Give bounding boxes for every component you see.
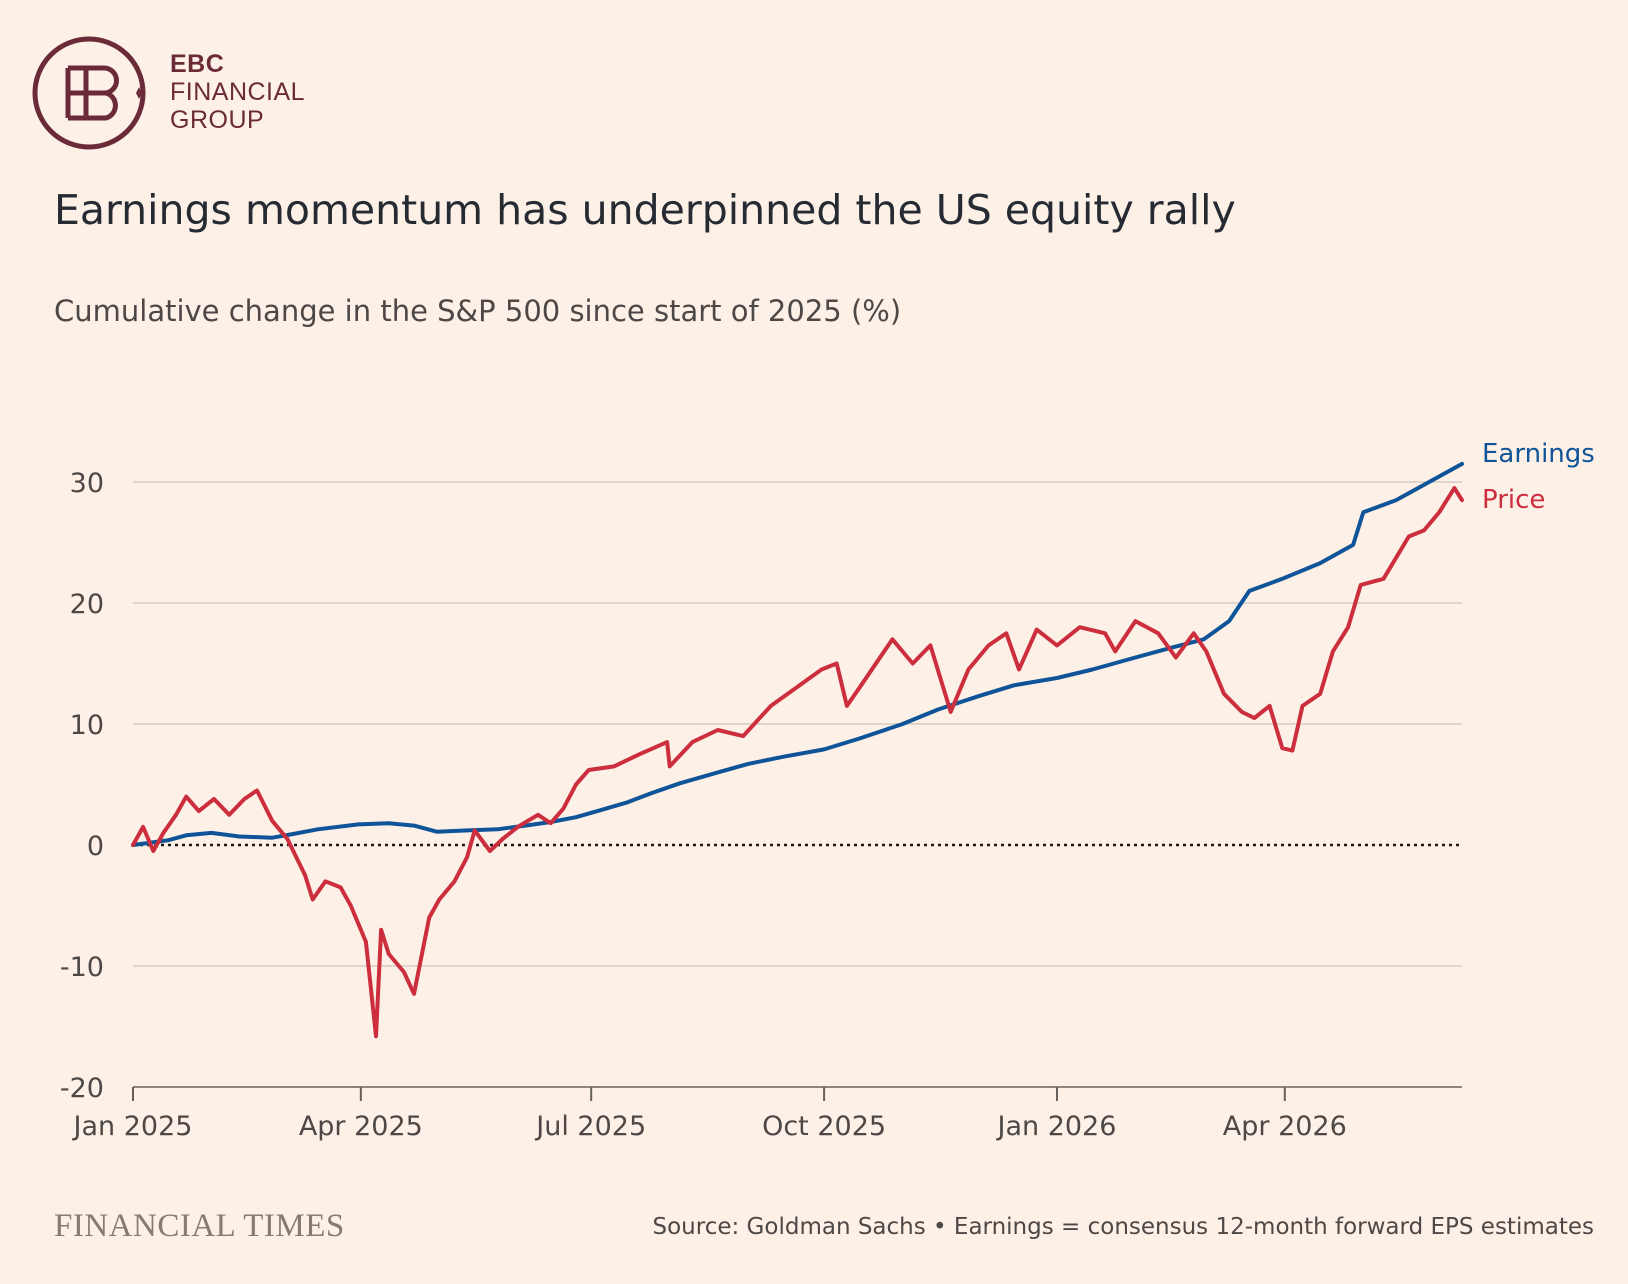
brand-line-3: GROUP: [170, 106, 265, 134]
x-tick-label: Jan 2026: [996, 1111, 1117, 1142]
series-line-earnings: [131, 461, 1464, 847]
legend-label-price: Price: [1482, 485, 1545, 515]
x-tick-label: Jan 2025: [72, 1111, 193, 1142]
ebc-wordmark: EBC FINANCIAL GROUP: [170, 50, 305, 134]
y-tick-label: -20: [60, 1073, 104, 1104]
y-tick-label: -10: [60, 952, 104, 983]
x-tick-label: Apr 2026: [1223, 1111, 1347, 1142]
source-note: Source: Goldman Sachs • Earnings = conse…: [652, 1214, 1595, 1240]
chart-title: Earnings momentum has underpinned the US…: [54, 186, 1236, 234]
y-tick-label: 10: [70, 710, 104, 741]
y-tick-label: 20: [70, 589, 104, 620]
x-tick-label: Apr 2025: [299, 1111, 423, 1142]
y-tick-label: 0: [87, 831, 104, 862]
series-line-price: [131, 486, 1464, 1039]
chart-subtitle: Cumulative change in the S&P 500 since s…: [54, 294, 902, 328]
publisher-label: FINANCIAL TIMES: [54, 1208, 345, 1244]
ebc-logo: EBC FINANCIAL GROUP: [30, 34, 350, 154]
y-tick-label: 30: [70, 468, 104, 499]
ebc-monogram-icon: [32, 36, 146, 150]
x-tick-label: Oct 2025: [762, 1111, 886, 1142]
x-tick-label: Jul 2025: [534, 1111, 646, 1142]
brand-line-1: EBC: [170, 50, 225, 78]
brand-line-2: FINANCIAL: [170, 78, 306, 106]
legend-label-earnings: Earnings: [1482, 439, 1595, 469]
